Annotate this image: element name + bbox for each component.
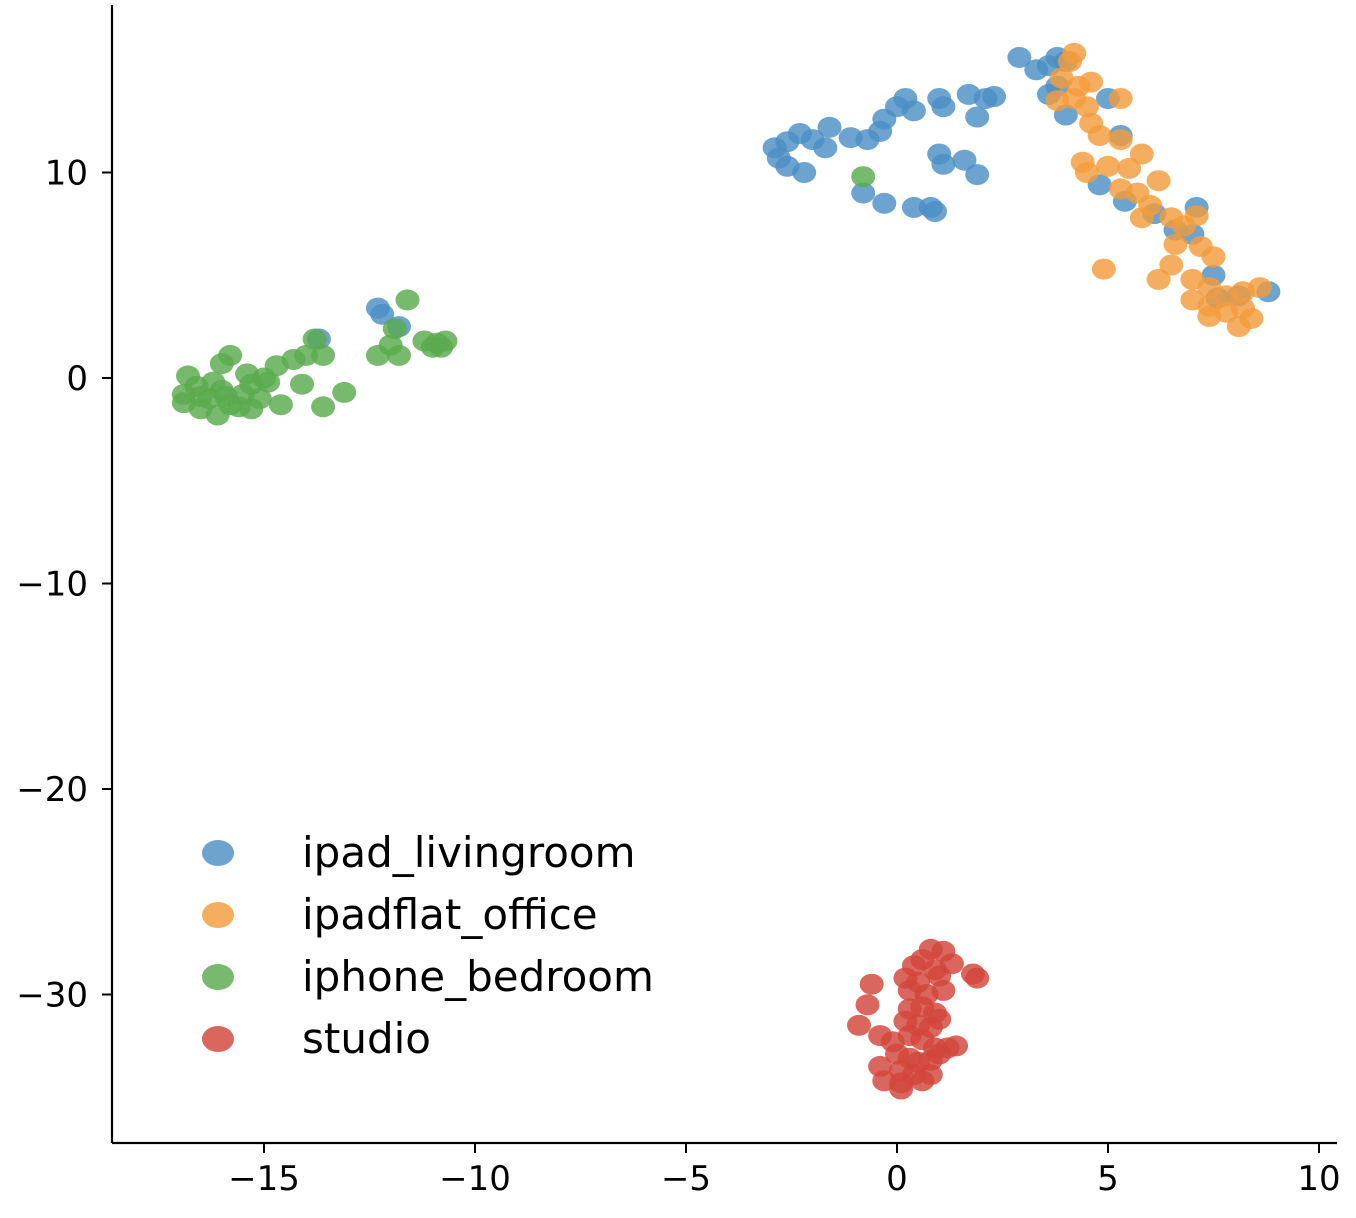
data-point: [965, 106, 990, 128]
data-point: [1197, 305, 1222, 327]
data-point: [395, 289, 420, 311]
data-point: [872, 192, 897, 214]
data-point: [847, 1014, 871, 1036]
data-point: [889, 1078, 914, 1100]
data-point: [1108, 88, 1133, 109]
series-studio: [847, 938, 990, 1100]
data-point: [201, 371, 226, 393]
data-point: [901, 196, 926, 218]
x-tick-label: 5: [1097, 1159, 1119, 1199]
data-point: [1058, 51, 1082, 72]
y-tick-label: 10: [45, 154, 88, 194]
x-tick-label: 10: [1297, 1159, 1340, 1199]
x-tick-label: 0: [886, 1159, 908, 1199]
data-point: [1226, 316, 1251, 338]
data-point: [1146, 170, 1171, 192]
data-point: [1247, 277, 1272, 299]
legend-label: ipadflat_office: [302, 890, 598, 939]
data-point: [311, 396, 336, 418]
series-ipadflat_office: [1045, 42, 1272, 338]
data-point: [1096, 155, 1120, 177]
data-point: [1091, 258, 1116, 280]
legend-label: ipad_livingroom: [302, 828, 636, 877]
data-point: [1184, 205, 1209, 227]
data-point: [1074, 162, 1099, 183]
data-point: [910, 1070, 935, 1092]
data-point: [311, 344, 336, 366]
data-point: [965, 967, 990, 989]
data-point: [239, 398, 264, 420]
y-tick-label: −10: [16, 565, 88, 605]
x-ticks: −15 −10 −5 0 5 10: [228, 1143, 1341, 1199]
data-point: [851, 182, 876, 204]
legend: ipad_livingroom ipadflat_office iphone_bed…: [202, 828, 654, 1063]
x-tick-label: −5: [661, 1159, 711, 1199]
legend-marker: [202, 840, 234, 866]
data-point: [817, 116, 842, 138]
data-point: [188, 386, 213, 407]
y-tick-label: −20: [16, 770, 88, 810]
y-ticks: 10 0 −10 −20 −30: [16, 154, 112, 1016]
data-point: [252, 367, 276, 389]
data-point: [214, 386, 238, 407]
data-point: [302, 328, 327, 350]
legend-marker: [202, 1026, 234, 1052]
data-point: [1146, 268, 1171, 290]
legend-marker: [202, 964, 234, 990]
data-point: [294, 344, 319, 366]
series-iphone_bedroom: [171, 166, 876, 426]
data-point: [813, 137, 838, 159]
data-point: [952, 149, 977, 171]
data-point: [982, 86, 1007, 107]
data-point: [965, 164, 990, 186]
data-point: [1201, 246, 1226, 268]
data-point: [176, 365, 200, 387]
data-point: [1117, 157, 1142, 179]
x-tick-label: −10: [439, 1159, 511, 1199]
data-point: [433, 330, 458, 352]
data-point: [855, 994, 880, 1016]
data-point: [1079, 71, 1104, 93]
data-point: [290, 373, 314, 395]
data-point: [1159, 254, 1184, 276]
data-point: [1087, 125, 1112, 146]
data-point: [268, 394, 293, 416]
data-point: [1108, 129, 1133, 151]
legend-label: iphone_bedroom: [302, 952, 654, 1001]
y-tick-label: 0: [66, 359, 88, 399]
data-point: [1074, 96, 1099, 118]
series-ipad_livingroom: [306, 46, 1281, 350]
data-point: [1163, 233, 1188, 255]
data-point: [1129, 207, 1154, 229]
data-point: [927, 1043, 952, 1065]
data-point: [378, 334, 403, 356]
x-tick-label: −15: [228, 1159, 300, 1199]
data-point: [923, 201, 947, 222]
data-point: [931, 153, 956, 175]
data-point: [332, 381, 357, 403]
data-point: [851, 166, 876, 188]
data-point: [1007, 46, 1032, 68]
data-point: [931, 979, 956, 1001]
points-layer: [171, 42, 1281, 1100]
data-point: [382, 318, 407, 340]
data-point: [205, 404, 230, 426]
data-point: [370, 303, 395, 325]
data-point: [792, 162, 817, 183]
data-point: [859, 973, 884, 995]
legend-marker: [202, 902, 234, 928]
legend-label: studio: [302, 1014, 431, 1063]
data-point: [901, 100, 926, 122]
y-tick-label: −30: [16, 976, 88, 1016]
data-point: [218, 344, 243, 366]
data-point: [1129, 143, 1154, 165]
data-point: [931, 96, 956, 118]
